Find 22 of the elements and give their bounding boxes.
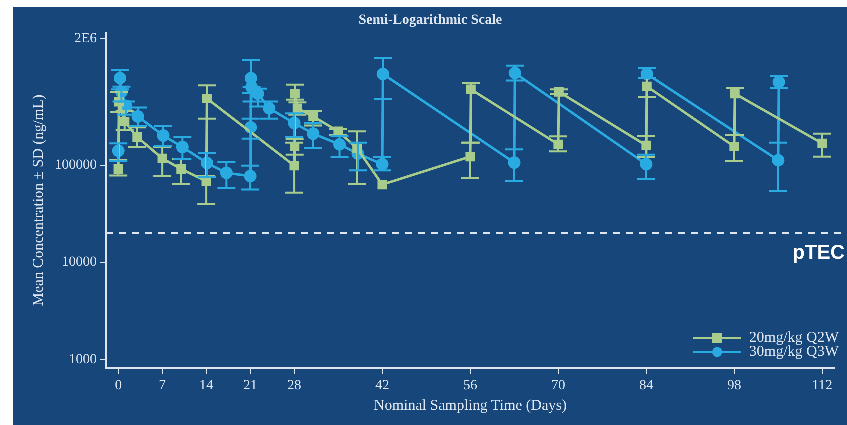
- point: [378, 180, 388, 190]
- x-tick-label: 21: [244, 378, 258, 394]
- legend-label: 30mg/kg Q3W: [749, 344, 840, 360]
- y-tick-label: 2E6: [74, 31, 97, 46]
- chart-title: Semi-Logarithmic Scale: [358, 13, 502, 28]
- x-tick-label: 28: [288, 378, 302, 394]
- ref-line-label: pTEC: [792, 242, 845, 264]
- y-tick-label: 10000: [62, 255, 97, 270]
- legend-label: 20mg/kg Q2W: [749, 330, 840, 346]
- y-axis-title: Mean Concentration ± SD (ng/mL): [30, 94, 47, 306]
- x-tick-label: 70: [551, 378, 566, 394]
- x-axis-title: Nominal Sampling Time (Days): [374, 398, 567, 414]
- x-tick-label: 42: [376, 378, 390, 394]
- y-tick-label: 100000: [55, 158, 97, 173]
- x-tick-label: 0: [115, 378, 122, 394]
- x-tick-label: 98: [727, 378, 742, 394]
- y-tick-label: 1000: [69, 352, 97, 368]
- x-tick-label: 56: [464, 378, 478, 394]
- x-tick-label: 14: [200, 378, 214, 394]
- x-tick-label: 112: [812, 378, 833, 394]
- x-tick-label: 7: [159, 378, 166, 394]
- x-tick-label: 84: [639, 378, 654, 394]
